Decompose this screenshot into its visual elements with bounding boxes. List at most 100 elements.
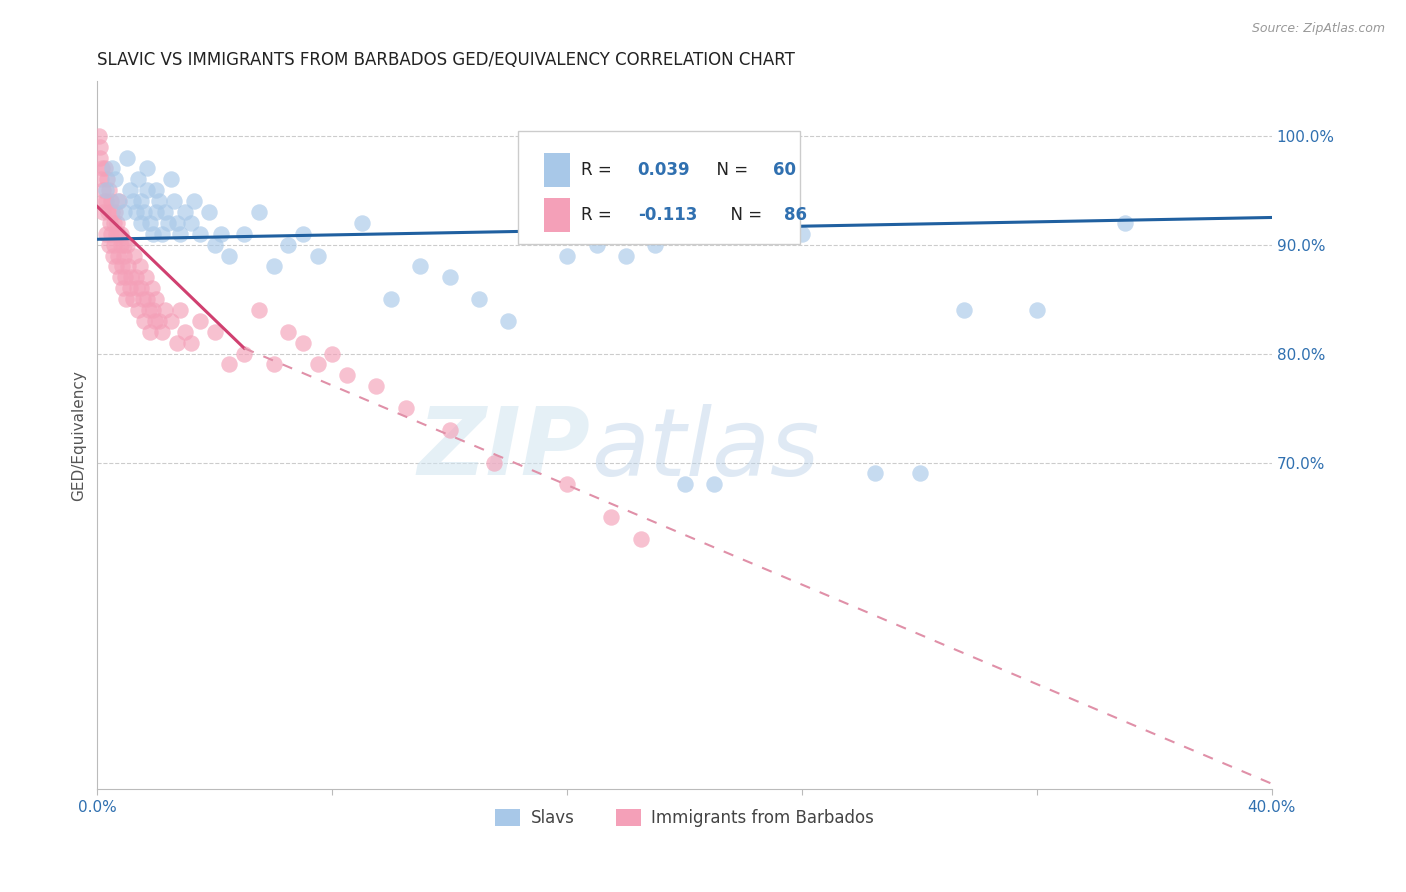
Point [110, 227, 132, 241]
FancyBboxPatch shape [517, 131, 800, 244]
Point [263, 260, 285, 274]
Legend: Slavs, Immigrants from Barbados: Slavs, Immigrants from Barbados [489, 803, 880, 834]
Point [747, 227, 769, 241]
Point [482, 456, 505, 470]
Point [952, 303, 974, 318]
Point [908, 467, 931, 481]
Point [174, 325, 197, 339]
Point [96, 172, 118, 186]
Point [336, 368, 359, 383]
Point [115, 151, 138, 165]
Point [498, 314, 520, 328]
Point [380, 292, 402, 306]
Point [98, 216, 121, 230]
Point [174, 205, 197, 219]
Point [136, 183, 159, 197]
Point [291, 335, 314, 350]
Point [91, 205, 114, 219]
Point [198, 205, 221, 219]
Point [180, 216, 202, 230]
Point [148, 314, 170, 328]
Point [132, 292, 155, 306]
Point [112, 249, 135, 263]
Point [138, 303, 160, 318]
Point [468, 292, 491, 306]
Point [141, 281, 163, 295]
Point [180, 335, 202, 350]
Point [127, 172, 149, 186]
Point [98, 183, 121, 197]
Point [145, 205, 167, 219]
Point [307, 249, 329, 263]
Point [129, 260, 152, 274]
Point [105, 260, 128, 274]
Point [110, 237, 132, 252]
Point [204, 237, 226, 252]
Point [630, 532, 652, 546]
Point [350, 216, 373, 230]
Point [1026, 303, 1049, 318]
Point [110, 270, 132, 285]
Point [188, 314, 211, 328]
Point [134, 205, 156, 219]
Point [112, 237, 135, 252]
Point [439, 423, 461, 437]
Point [145, 183, 167, 197]
Text: 0.039: 0.039 [638, 161, 690, 178]
Point [247, 205, 270, 219]
Point [218, 249, 240, 263]
Point [103, 237, 125, 252]
Point [105, 216, 128, 230]
Point [94, 227, 117, 241]
Point [93, 161, 115, 176]
Text: N =: N = [720, 206, 768, 224]
Point [90, 172, 112, 186]
Point [134, 314, 156, 328]
Point [395, 401, 418, 415]
Point [277, 325, 299, 339]
Point [101, 161, 124, 176]
Point [115, 292, 138, 306]
Point [107, 194, 129, 208]
Point [247, 303, 270, 318]
Point [183, 194, 205, 208]
Point [127, 303, 149, 318]
Point [159, 172, 181, 186]
Point [125, 281, 148, 295]
Point [166, 335, 188, 350]
Point [169, 303, 191, 318]
Point [122, 249, 145, 263]
Point [142, 303, 165, 318]
Point [97, 205, 120, 219]
Text: ZIP: ZIP [418, 403, 591, 495]
Y-axis label: GED/Equivalency: GED/Equivalency [72, 370, 86, 500]
Point [321, 346, 343, 360]
Point [101, 249, 124, 263]
Point [131, 194, 153, 208]
Point [585, 237, 607, 252]
Point [204, 325, 226, 339]
Point [1114, 216, 1136, 230]
Point [87, 128, 110, 143]
Point [139, 325, 162, 339]
Point [91, 183, 114, 197]
Text: SLAVIC VS IMMIGRANTS FROM BARBADOS GED/EQUIVALENCY CORRELATION CHART: SLAVIC VS IMMIGRANTS FROM BARBADOS GED/E… [97, 51, 796, 69]
Point [169, 227, 191, 241]
Text: -0.113: -0.113 [638, 206, 697, 224]
Point [107, 249, 129, 263]
Point [555, 477, 578, 491]
Point [614, 249, 637, 263]
Point [148, 194, 170, 208]
Point [104, 172, 127, 186]
Point [163, 194, 186, 208]
Point [104, 227, 127, 241]
Point [233, 346, 256, 360]
Point [159, 314, 181, 328]
FancyBboxPatch shape [544, 198, 569, 232]
Point [307, 358, 329, 372]
Point [121, 194, 143, 208]
Point [89, 151, 111, 165]
Point [107, 227, 129, 241]
Point [131, 216, 153, 230]
Point [142, 227, 165, 241]
